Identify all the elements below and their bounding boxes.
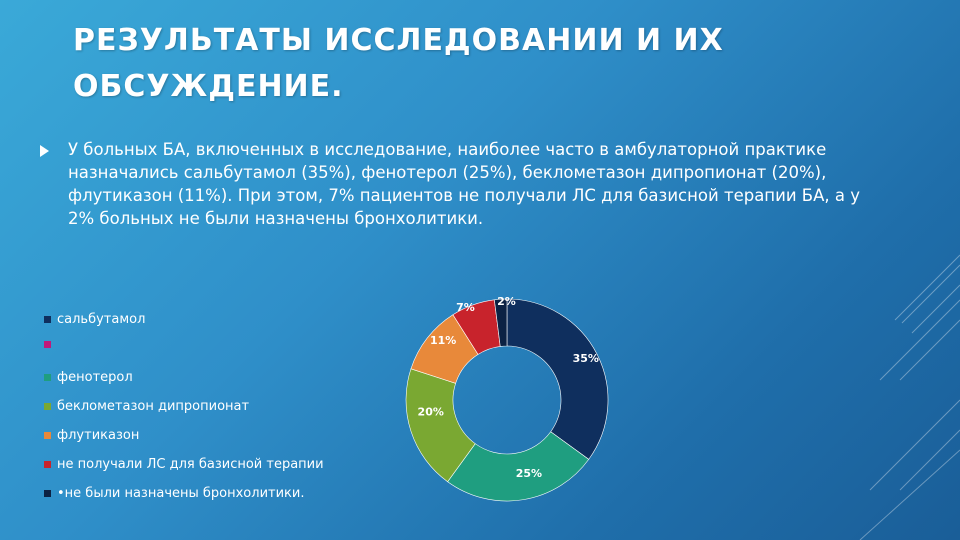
data-label: 20% bbox=[418, 405, 444, 418]
legend-swatch bbox=[44, 461, 51, 468]
bullet-arrow-icon bbox=[40, 145, 49, 157]
data-label: 7% bbox=[456, 301, 475, 314]
legend-item: беклометазон дипропионат bbox=[44, 399, 249, 414]
legend-swatch bbox=[44, 432, 51, 439]
legend-label: беклометазон дипропионат bbox=[57, 399, 250, 414]
pie-slice bbox=[447, 431, 590, 502]
data-label: 25% bbox=[516, 467, 542, 480]
legend-item: не получали ЛС для базисной терапии bbox=[44, 457, 324, 472]
bullet-point: У больных БА, включенных в исследование,… bbox=[40, 138, 860, 230]
legend-item: флутиказон bbox=[44, 428, 139, 443]
data-label: 35% bbox=[573, 352, 599, 365]
legend-swatch bbox=[44, 341, 51, 348]
legend-item: сальбутамол bbox=[44, 312, 145, 327]
legend-item: •не были назначены бронхолитики. bbox=[44, 486, 304, 501]
bullet-text: У больных БА, включенных в исследование,… bbox=[68, 140, 861, 228]
legend-label: сальбутамол bbox=[57, 312, 146, 327]
decorative-lines bbox=[859, 254, 960, 540]
data-label: 2% bbox=[497, 295, 516, 308]
legend-item: фенотерол bbox=[44, 370, 133, 385]
legend-item bbox=[44, 341, 57, 348]
pie-slice bbox=[506, 298, 609, 460]
slide-title: РЕЗУЛЬТАТЫ ИССЛЕДОВАНИИ И ИХ ОБСУЖДЕНИЕ. bbox=[73, 18, 773, 110]
legend-swatch bbox=[44, 316, 51, 323]
pie-slice bbox=[494, 298, 508, 347]
legend-label: •не были назначены бронхолитики. bbox=[57, 486, 305, 501]
legend-swatch bbox=[44, 374, 51, 381]
legend-label: не получали ЛС для базисной терапии bbox=[57, 457, 324, 472]
slide-title-line-2: ОБСУЖДЕНИЕ. bbox=[73, 69, 344, 104]
legend-swatch bbox=[44, 403, 51, 410]
slide-title-line-1: РЕЗУЛЬТАТЫ ИССЛЕДОВАНИИ И ИХ bbox=[73, 23, 724, 58]
legend-swatch bbox=[44, 490, 51, 497]
data-label: 11% bbox=[430, 334, 456, 347]
legend-label: флутиказон bbox=[57, 428, 140, 443]
legend-label: фенотерол bbox=[57, 370, 133, 385]
